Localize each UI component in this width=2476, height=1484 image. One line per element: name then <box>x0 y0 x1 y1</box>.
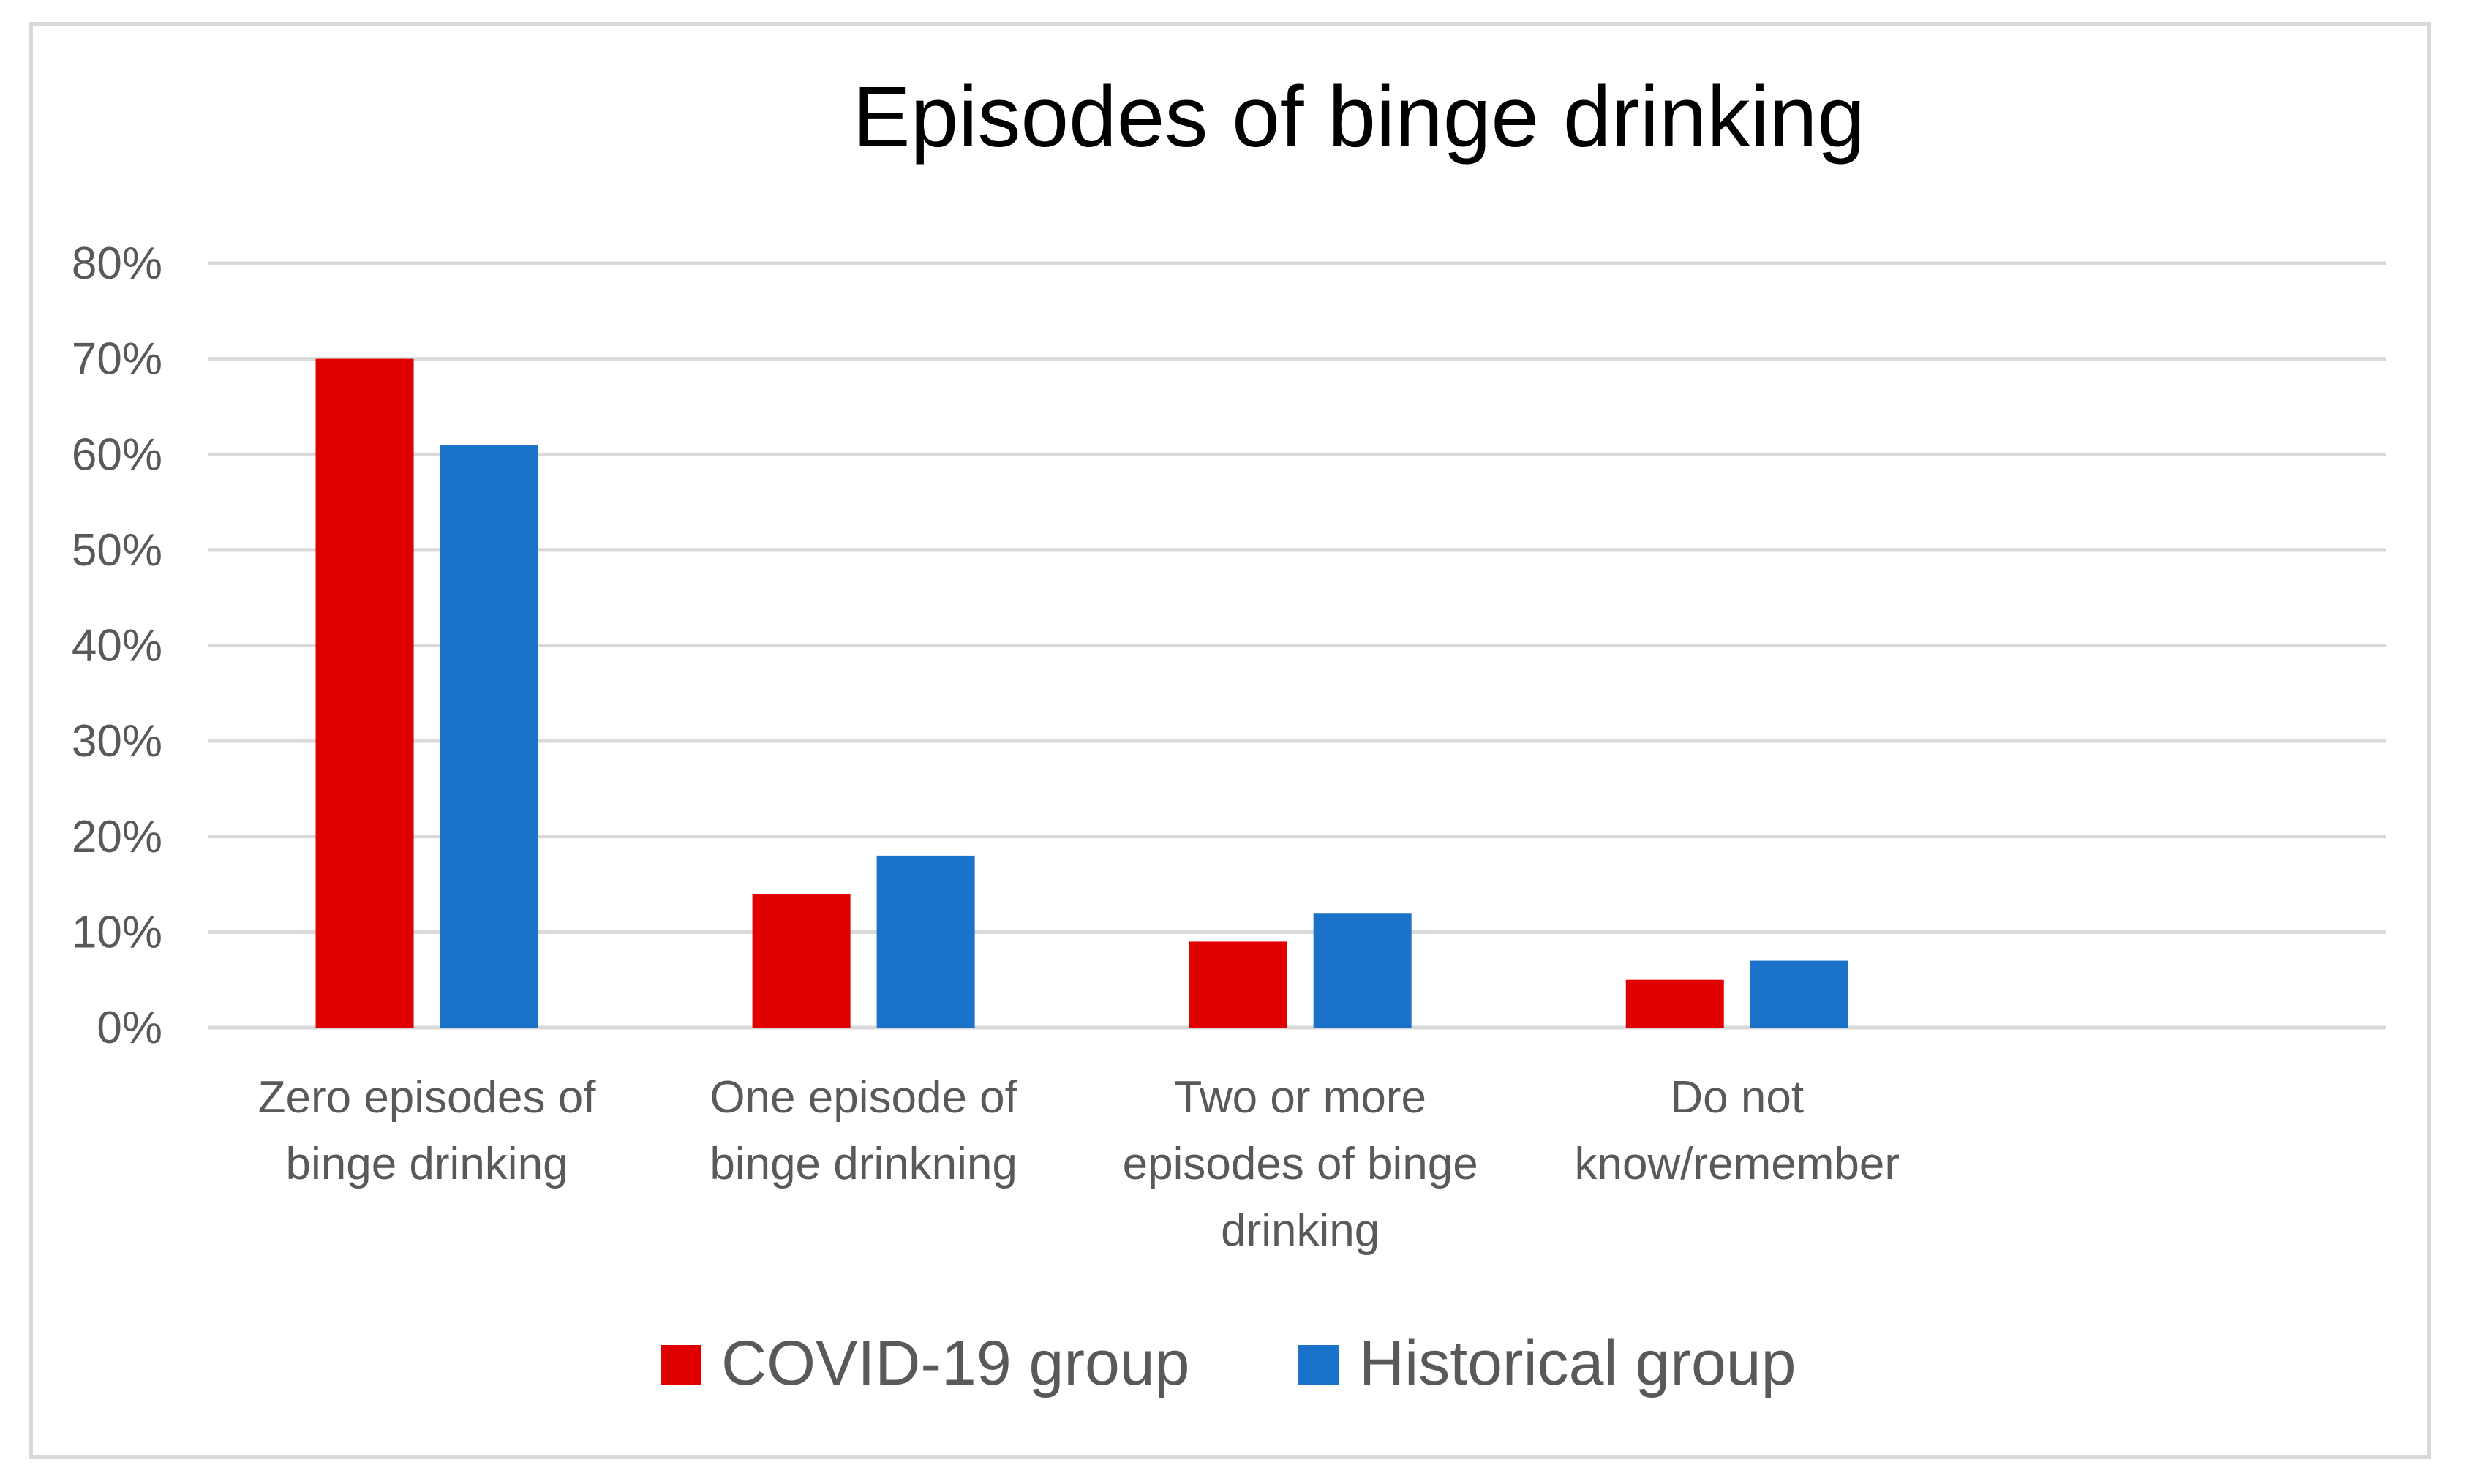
bar-historical-1 <box>876 855 975 1028</box>
x-category-label: Do not know/remember <box>1575 1072 1900 1189</box>
bar-covid-3 <box>1625 979 1724 1028</box>
gridlines <box>208 261 2386 1030</box>
bar-historical-3 <box>1750 960 1848 1028</box>
y-tick-label: 80% <box>72 238 162 289</box>
x-category-label-line: binge drinkning <box>710 1139 1017 1189</box>
legend-swatch <box>1298 1345 1339 1385</box>
y-tick-label: 30% <box>72 716 162 767</box>
x-category-label: Zero episodes of binge drinking <box>258 1072 597 1189</box>
x-category-label-line: Two or more <box>1174 1072 1426 1123</box>
legend-label: Historical group <box>1359 1328 1796 1398</box>
chart-title: Episodes of binge drinking <box>853 69 1865 165</box>
x-category-label-line: One episode of <box>710 1072 1017 1123</box>
x-category-label: Two or more episodes of binge drinking <box>1123 1072 1478 1256</box>
y-tick-label: 70% <box>72 334 162 385</box>
x-category-label-line: drinking <box>1221 1205 1380 1256</box>
bar-historical-2 <box>1313 913 1412 1028</box>
x-category-label-line: episodes of binge <box>1123 1139 1478 1189</box>
bar-historical-0 <box>440 445 538 1028</box>
x-category-label-line: Do not <box>1670 1072 1804 1123</box>
bar-covid-1 <box>752 894 851 1028</box>
bar-covid-2 <box>1189 941 1287 1028</box>
y-tick-label: 40% <box>72 621 162 671</box>
y-tick-label: 60% <box>72 429 162 480</box>
x-category-label-line: Zero episodes of <box>258 1072 597 1123</box>
bar-covid-0 <box>315 358 414 1028</box>
bars <box>315 358 1848 1028</box>
y-tick-label: 10% <box>72 907 162 957</box>
x-category-label-line: know/remember <box>1575 1139 1900 1189</box>
y-tick-label: 0% <box>97 1003 162 1053</box>
x-category-label: One episode of binge drinkning <box>710 1072 1017 1189</box>
legend: COVID-19 group Historical group <box>661 1328 1796 1398</box>
x-axis-category-labels: Zero episodes of binge drinking One episod… <box>258 1072 1900 1256</box>
y-axis-tick-labels: 0% 10% 20% 30% 40% 50% 60% 70% 80% <box>72 238 162 1053</box>
y-tick-label: 20% <box>72 812 162 862</box>
x-category-label-line: binge drinking <box>286 1139 568 1189</box>
y-tick-label: 50% <box>72 525 162 576</box>
legend-swatch <box>661 1345 701 1385</box>
legend-label: COVID-19 group <box>721 1328 1190 1398</box>
